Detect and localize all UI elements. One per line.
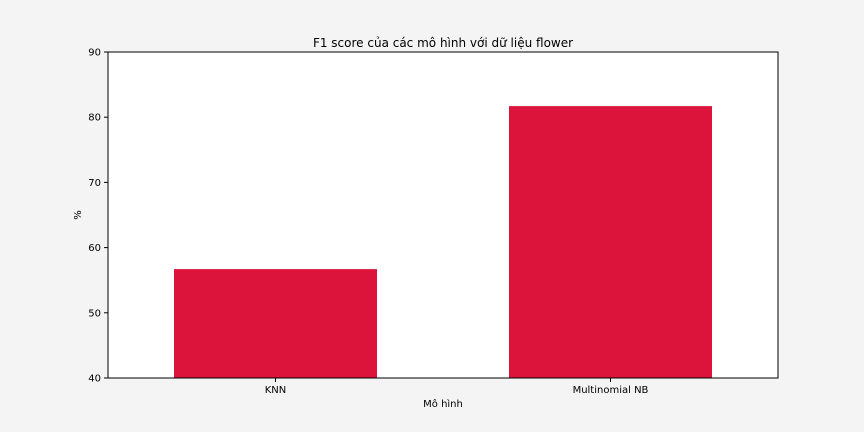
y-tick-label: 50	[88, 308, 101, 319]
y-tick-label: 80	[88, 113, 101, 124]
y-tick-label: 60	[88, 243, 101, 254]
bars-group	[173, 106, 713, 378]
bar-0	[173, 269, 378, 378]
bar-1	[508, 106, 713, 378]
plot-frame	[107, 51, 779, 379]
y-tick-label: 70	[88, 178, 101, 189]
x-axis-ticks: KNN Multinomial NB	[265, 378, 649, 396]
y-tick-label: 90	[88, 48, 101, 59]
y-axis-ticks: 40 50 60 70 80 90	[88, 48, 108, 385]
x-tick-label: Multinomial NB	[573, 385, 649, 396]
y-axis-label: %	[73, 210, 84, 220]
y-tick-label: 40	[88, 374, 101, 385]
chart-title: F1 score của các mô hình với dữ liệu flo…	[313, 36, 573, 50]
x-tick-label: KNN	[265, 385, 287, 396]
x-axis-label: Mô hình	[423, 398, 463, 410]
